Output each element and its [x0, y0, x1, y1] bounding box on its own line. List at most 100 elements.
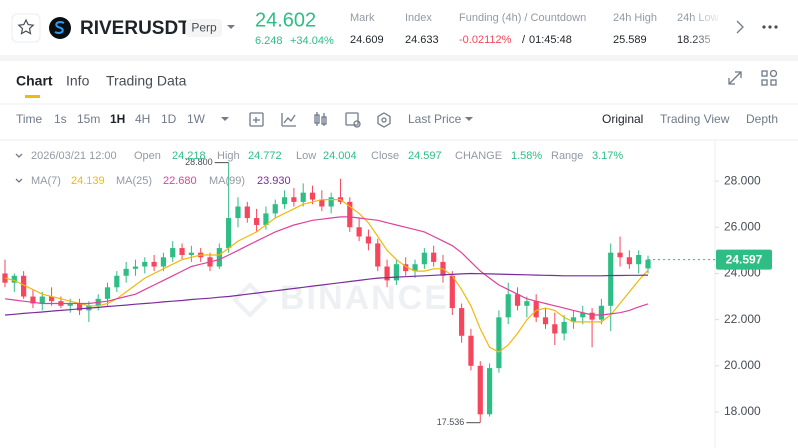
candle-body — [626, 257, 632, 265]
legend-label: Low — [296, 150, 316, 162]
candle-body — [375, 243, 381, 267]
legend-value: 3.17% — [592, 150, 623, 162]
ma-value: 24.139 — [71, 175, 105, 187]
interval[interactable]: 1W — [187, 112, 206, 126]
candle-body — [505, 294, 511, 318]
legend-value: 1.58% — [511, 150, 542, 162]
candle-body — [533, 301, 539, 318]
more-menu[interactable] — [762, 25, 778, 29]
last-price-tag — [716, 249, 772, 270]
y-tick-label: 20.000 — [724, 358, 761, 372]
candle-body — [170, 248, 176, 258]
legend-label: Range — [551, 150, 583, 162]
interval[interactable]: 15m — [77, 112, 100, 126]
candle-body — [608, 252, 614, 306]
legend-value: 24.772 — [248, 150, 282, 162]
candle-body — [645, 259, 651, 269]
interval-dropdown[interactable] — [221, 117, 229, 121]
chart-type-icon[interactable] — [314, 112, 327, 126]
depth-icon[interactable] — [377, 112, 391, 128]
candle-body — [272, 204, 278, 214]
interval-active[interactable]: 1H — [110, 112, 125, 126]
ma-label: MA(25) — [116, 175, 152, 187]
fade — [690, 5, 725, 50]
legend-value: 24.218 — [172, 150, 206, 162]
drawing-icon[interactable] — [281, 113, 296, 127]
price-type[interactable]: Last Price — [408, 112, 462, 126]
view-active[interactable]: Original — [602, 112, 643, 126]
interval[interactable]: Time — [16, 112, 43, 126]
fullscreen-icon[interactable] — [728, 71, 742, 85]
coin-glyph — [54, 21, 65, 34]
candle-body — [449, 275, 455, 309]
candle-body — [48, 296, 55, 302]
symbol-dropdown[interactable] — [227, 25, 235, 29]
legend-label: High — [217, 150, 240, 162]
layout-icon[interactable] — [761, 69, 778, 86]
symbol: RIVERUSDT — [80, 18, 190, 39]
candle-body — [151, 261, 157, 267]
candle-body — [328, 197, 334, 207]
legend-value: 24.597 — [408, 150, 442, 162]
candle-body — [235, 206, 241, 219]
candle-body — [216, 248, 222, 267]
tab-active[interactable]: Chart — [16, 73, 53, 89]
indicator-icon[interactable] — [249, 112, 264, 127]
candle-body — [459, 308, 465, 336]
contract-type: Perp — [191, 21, 217, 35]
candle-body — [486, 368, 493, 415]
ma-value: 22.680 — [163, 175, 197, 187]
candle-body — [226, 218, 232, 249]
y-tick-label: 18.000 — [724, 404, 761, 418]
ma-line — [4, 199, 649, 353]
candle-body — [356, 227, 362, 237]
stat-value: 24.633 — [405, 34, 439, 46]
favorite-button[interactable] — [11, 13, 41, 43]
candle-body — [589, 312, 595, 320]
candle-body — [542, 317, 549, 325]
view[interactable]: Depth — [746, 112, 778, 126]
candle-body — [598, 305, 605, 320]
settings-icon[interactable] — [345, 112, 361, 128]
stat-label: 24h High — [613, 12, 657, 24]
perp-badge — [186, 19, 222, 37]
candle-body — [421, 252, 427, 265]
interval[interactable]: 1D — [161, 112, 177, 126]
candle-body — [570, 317, 577, 322]
plot: BINANCE 28.800 17.536 — [2, 157, 715, 427]
stat-label: Funding (4h) / Countdown — [459, 12, 586, 24]
header-end — [725, 5, 798, 50]
price-type-dropdown[interactable] — [465, 117, 473, 121]
candle-body — [468, 335, 474, 366]
last-price-label: 24.597 — [726, 252, 763, 266]
candle-body — [67, 303, 73, 306]
watermark-logo — [232, 282, 268, 318]
collapse-icon[interactable] — [15, 153, 23, 158]
candle-body — [403, 264, 409, 272]
tab[interactable]: Info — [66, 73, 90, 89]
candle-body — [104, 287, 111, 299]
scroll-right[interactable] — [736, 20, 744, 34]
candle-body — [412, 264, 418, 272]
candle-body — [365, 236, 372, 244]
interval[interactable]: 4H — [135, 112, 150, 126]
legend-label: Close — [371, 150, 399, 162]
high-label: 28.800 — [185, 157, 213, 167]
view[interactable]: Trading View — [660, 112, 730, 126]
candle-body — [524, 301, 530, 306]
tab[interactable]: Trading Data — [106, 73, 187, 89]
candle-body — [281, 197, 288, 205]
y-tick-label: 28.000 — [724, 173, 761, 187]
separator: / — [522, 34, 526, 46]
candle-body — [11, 275, 17, 283]
tab-underline — [25, 95, 40, 98]
candle-body — [244, 206, 250, 219]
ma-line — [4, 216, 649, 316]
interval[interactable]: 1s — [54, 112, 67, 126]
watermark: BINANCE — [280, 279, 449, 317]
stat-value: 25.589 — [613, 34, 647, 46]
collapse-icon[interactable] — [15, 178, 23, 183]
candle-body — [132, 266, 139, 269]
candle-body — [617, 252, 623, 258]
